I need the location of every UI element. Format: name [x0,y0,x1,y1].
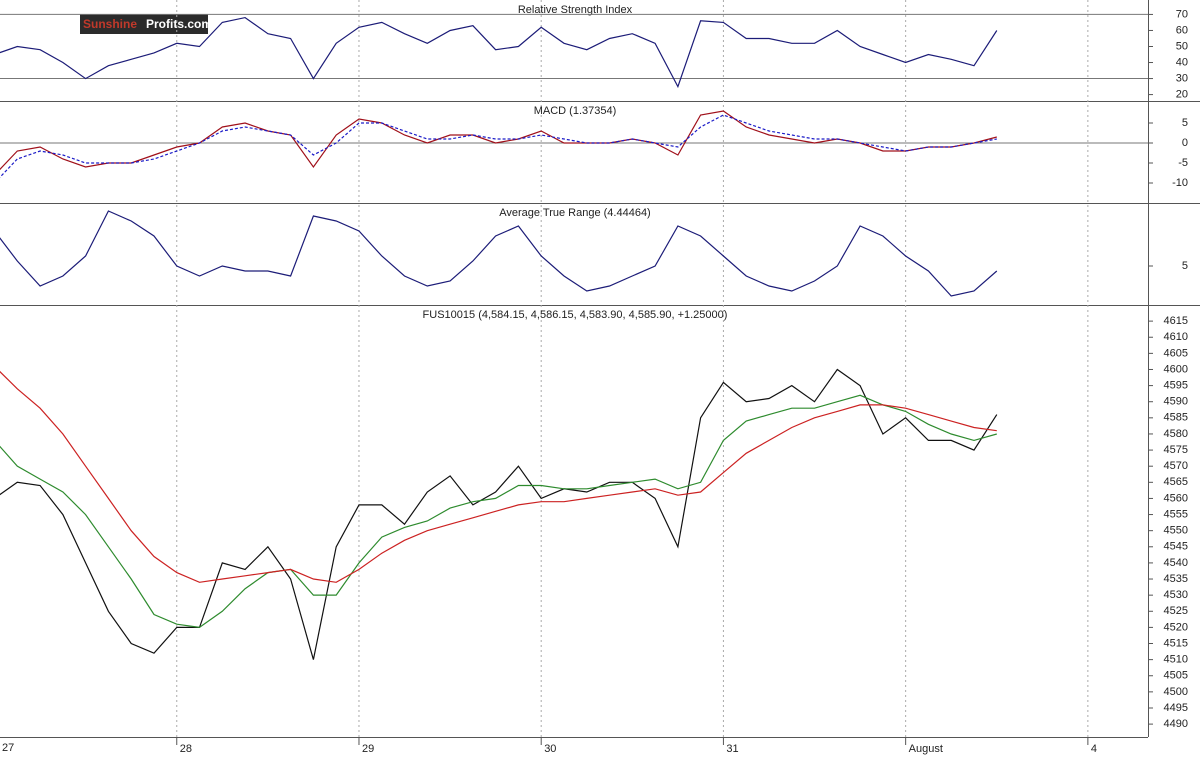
y-tick-label: 4505 [1164,670,1188,682]
x-tick-label: 4 [1091,743,1097,755]
y-tick-label: 4490 [1164,718,1188,730]
y-tick-label: 4600 [1164,363,1188,375]
y-tick-label: 70 [1176,8,1188,20]
x-tick-label: August [909,743,943,755]
x-tick-label: 29 [362,743,374,755]
y-tick-label: 4495 [1164,702,1188,714]
y-tick-label: 4525 [1164,605,1188,617]
y-tick-label: 4565 [1164,476,1188,488]
series-line [0,394,997,629]
y-tick-label: 4590 [1164,396,1188,408]
y-tick-label: 20 [1176,88,1188,100]
series-line [0,210,998,297]
y-tick-label: 0 [1182,137,1188,149]
y-tick-label: 30 [1176,72,1188,84]
series-line [0,110,997,171]
y-tick-label: 4580 [1164,428,1188,440]
y-tick-label: -10 [1172,177,1188,189]
logo-box [80,14,208,34]
series-line [0,368,998,660]
y-tick-label: 4545 [1164,541,1188,553]
panel-title: FUS10015 (4,584.15, 4,586.15, 4,583.90, … [423,309,728,321]
x-tick-label: 28 [180,743,192,755]
y-tick-label: 4500 [1164,686,1188,698]
y-tick-label: 4535 [1164,573,1188,585]
panel-title: Average True Range (4.44464) [499,207,650,219]
logo-text: Sunshine [83,17,137,31]
y-tick-label: 4510 [1164,654,1188,666]
y-tick-label: 4595 [1164,380,1188,392]
series-line [0,370,997,583]
y-tick-label: 4530 [1164,589,1188,601]
logo-text: Profits.com [146,17,212,31]
y-tick-label: 4520 [1164,621,1188,633]
y-tick-label: 5 [1182,117,1188,129]
y-tick-label: 4560 [1164,492,1188,504]
y-tick-label: 50 [1176,40,1188,52]
series-line [0,16,998,89]
y-tick-label: 4550 [1164,525,1188,537]
x-tick-label: 30 [544,743,556,755]
y-tick-label: 4585 [1164,412,1188,424]
y-tick-label: 4610 [1164,331,1188,343]
panel-title: MACD (1.37354) [534,105,617,117]
y-tick-label: 4575 [1164,444,1188,456]
y-tick-label: -5 [1178,157,1188,169]
y-tick-label: 4570 [1164,460,1188,472]
y-tick-label: 40 [1176,56,1188,68]
x-tick-label: 31 [726,743,738,755]
y-tick-label: 4515 [1164,637,1188,649]
y-tick-label: 4540 [1164,557,1188,569]
y-tick-label: 60 [1176,24,1188,36]
y-tick-label: 5 [1182,260,1188,272]
panel-title: Relative Strength Index [518,4,633,16]
y-tick-label: 4555 [1164,508,1188,520]
x-tick-label: 27 [2,742,14,754]
series-line [0,114,997,179]
y-tick-label: 4605 [1164,347,1188,359]
y-tick-label: 4615 [1164,315,1188,327]
